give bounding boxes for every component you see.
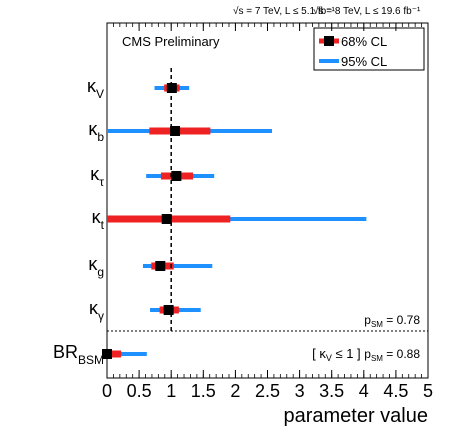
y-label-symbol: κ <box>90 164 100 184</box>
legend: 68% CL 95% CL <box>313 27 425 71</box>
x-axis: 0 0.5 1 1.5 2 2.5 3 3.5 4 4.5 5 <box>102 23 433 401</box>
y-label-subscript: t <box>101 218 105 232</box>
y-label-4: κg <box>88 254 104 279</box>
annotation-p: p <box>364 347 371 361</box>
y-label-symbol: κ <box>87 76 97 96</box>
x-tick-label: 5 <box>423 381 433 401</box>
header-left-text: √s = 7 TeV, L ≤ 5.1 fb⁻¹ <box>233 5 335 17</box>
header-right-text: √s = 8 TeV, L ≤ 19.6 fb⁻¹ <box>313 5 421 17</box>
annotation-value: = 0.88 <box>383 347 420 361</box>
y-label-5: κγ <box>89 298 104 323</box>
y-label-subscript: b <box>97 130 104 144</box>
annotations: pSM = 0.78[ κV ≤ 1 ] pSM = 0.88 <box>312 313 420 363</box>
y-label-6: BRBSM <box>53 342 104 367</box>
p-sm-annotation-1: [ κV ≤ 1 ] pSM = 0.88 <box>312 346 420 363</box>
x-tick-label: 3 <box>295 381 305 401</box>
header: √s = 7 TeV, L ≤ 5.1 fb⁻¹ √s = 8 TeV, L ≤… <box>233 5 421 17</box>
annotation-prefix: [ κ <box>312 346 326 361</box>
parameter-row-5 <box>150 305 201 315</box>
y-label-symbol: BR <box>53 342 78 362</box>
central-value-marker <box>163 305 174 315</box>
legend-95-label: 95% CL <box>341 54 387 69</box>
annotation-sub: SM <box>371 320 383 329</box>
legend-68-label: 68% CL <box>341 34 387 49</box>
x-tick-label: 0.5 <box>127 381 152 401</box>
x-tick-label: 4.5 <box>383 381 408 401</box>
annotation-p: p <box>364 313 371 327</box>
annotation-prefix-sub: V <box>326 353 332 363</box>
y-label-symbol: κ <box>89 298 99 318</box>
x-tick-label: 1 <box>166 381 176 401</box>
y-label-3: κt <box>92 207 105 232</box>
x-tick-label: 2.5 <box>255 381 280 401</box>
y-label-1: κb <box>88 119 104 144</box>
parameter-row-6 <box>102 349 147 359</box>
parameter-row-4 <box>142 261 213 271</box>
y-label-subscript: BSM <box>78 353 104 367</box>
x-tick-label: 1.5 <box>191 381 216 401</box>
p-sm-annotation-0: pSM = 0.78 <box>364 313 420 329</box>
y-label-symbol: κ <box>92 207 102 227</box>
x-axis-label: parameter value <box>283 405 428 427</box>
central-value-marker <box>102 349 112 359</box>
parameter-rows <box>102 83 367 359</box>
y-label-0: κV <box>87 76 104 101</box>
legend-68-marker <box>324 36 334 46</box>
annotation-sub: SM <box>371 354 383 363</box>
y-label-2: κτ <box>90 164 104 189</box>
parameter-row-1 <box>107 126 272 136</box>
x-tick-label: 0 <box>102 381 112 401</box>
x-tick-label: 4 <box>359 381 369 401</box>
annotation-prefix-rest: ≤ 1 ] <box>332 346 364 361</box>
central-value-marker <box>171 171 182 181</box>
central-value-marker <box>161 214 172 224</box>
x-tick-label: 2 <box>230 381 240 401</box>
y-label-subscript: τ <box>99 175 104 189</box>
central-value-marker <box>170 126 181 136</box>
y-label-subscript: γ <box>98 309 104 323</box>
annotation-value: = 0.78 <box>383 313 420 327</box>
central-value-marker <box>166 83 177 93</box>
parameter-row-2 <box>146 171 215 181</box>
parameter-row-0 <box>154 83 190 93</box>
y-label-symbol: κ <box>88 254 98 274</box>
watermark-text: CMS Preliminary <box>122 34 220 49</box>
x-tick-label: 3.5 <box>319 381 344 401</box>
y-label-symbol: κ <box>88 119 98 139</box>
parameter-row-3 <box>107 214 367 224</box>
y-label-subscript: V <box>96 87 104 101</box>
central-value-marker <box>155 261 166 271</box>
y-label-subscript: g <box>97 265 104 279</box>
